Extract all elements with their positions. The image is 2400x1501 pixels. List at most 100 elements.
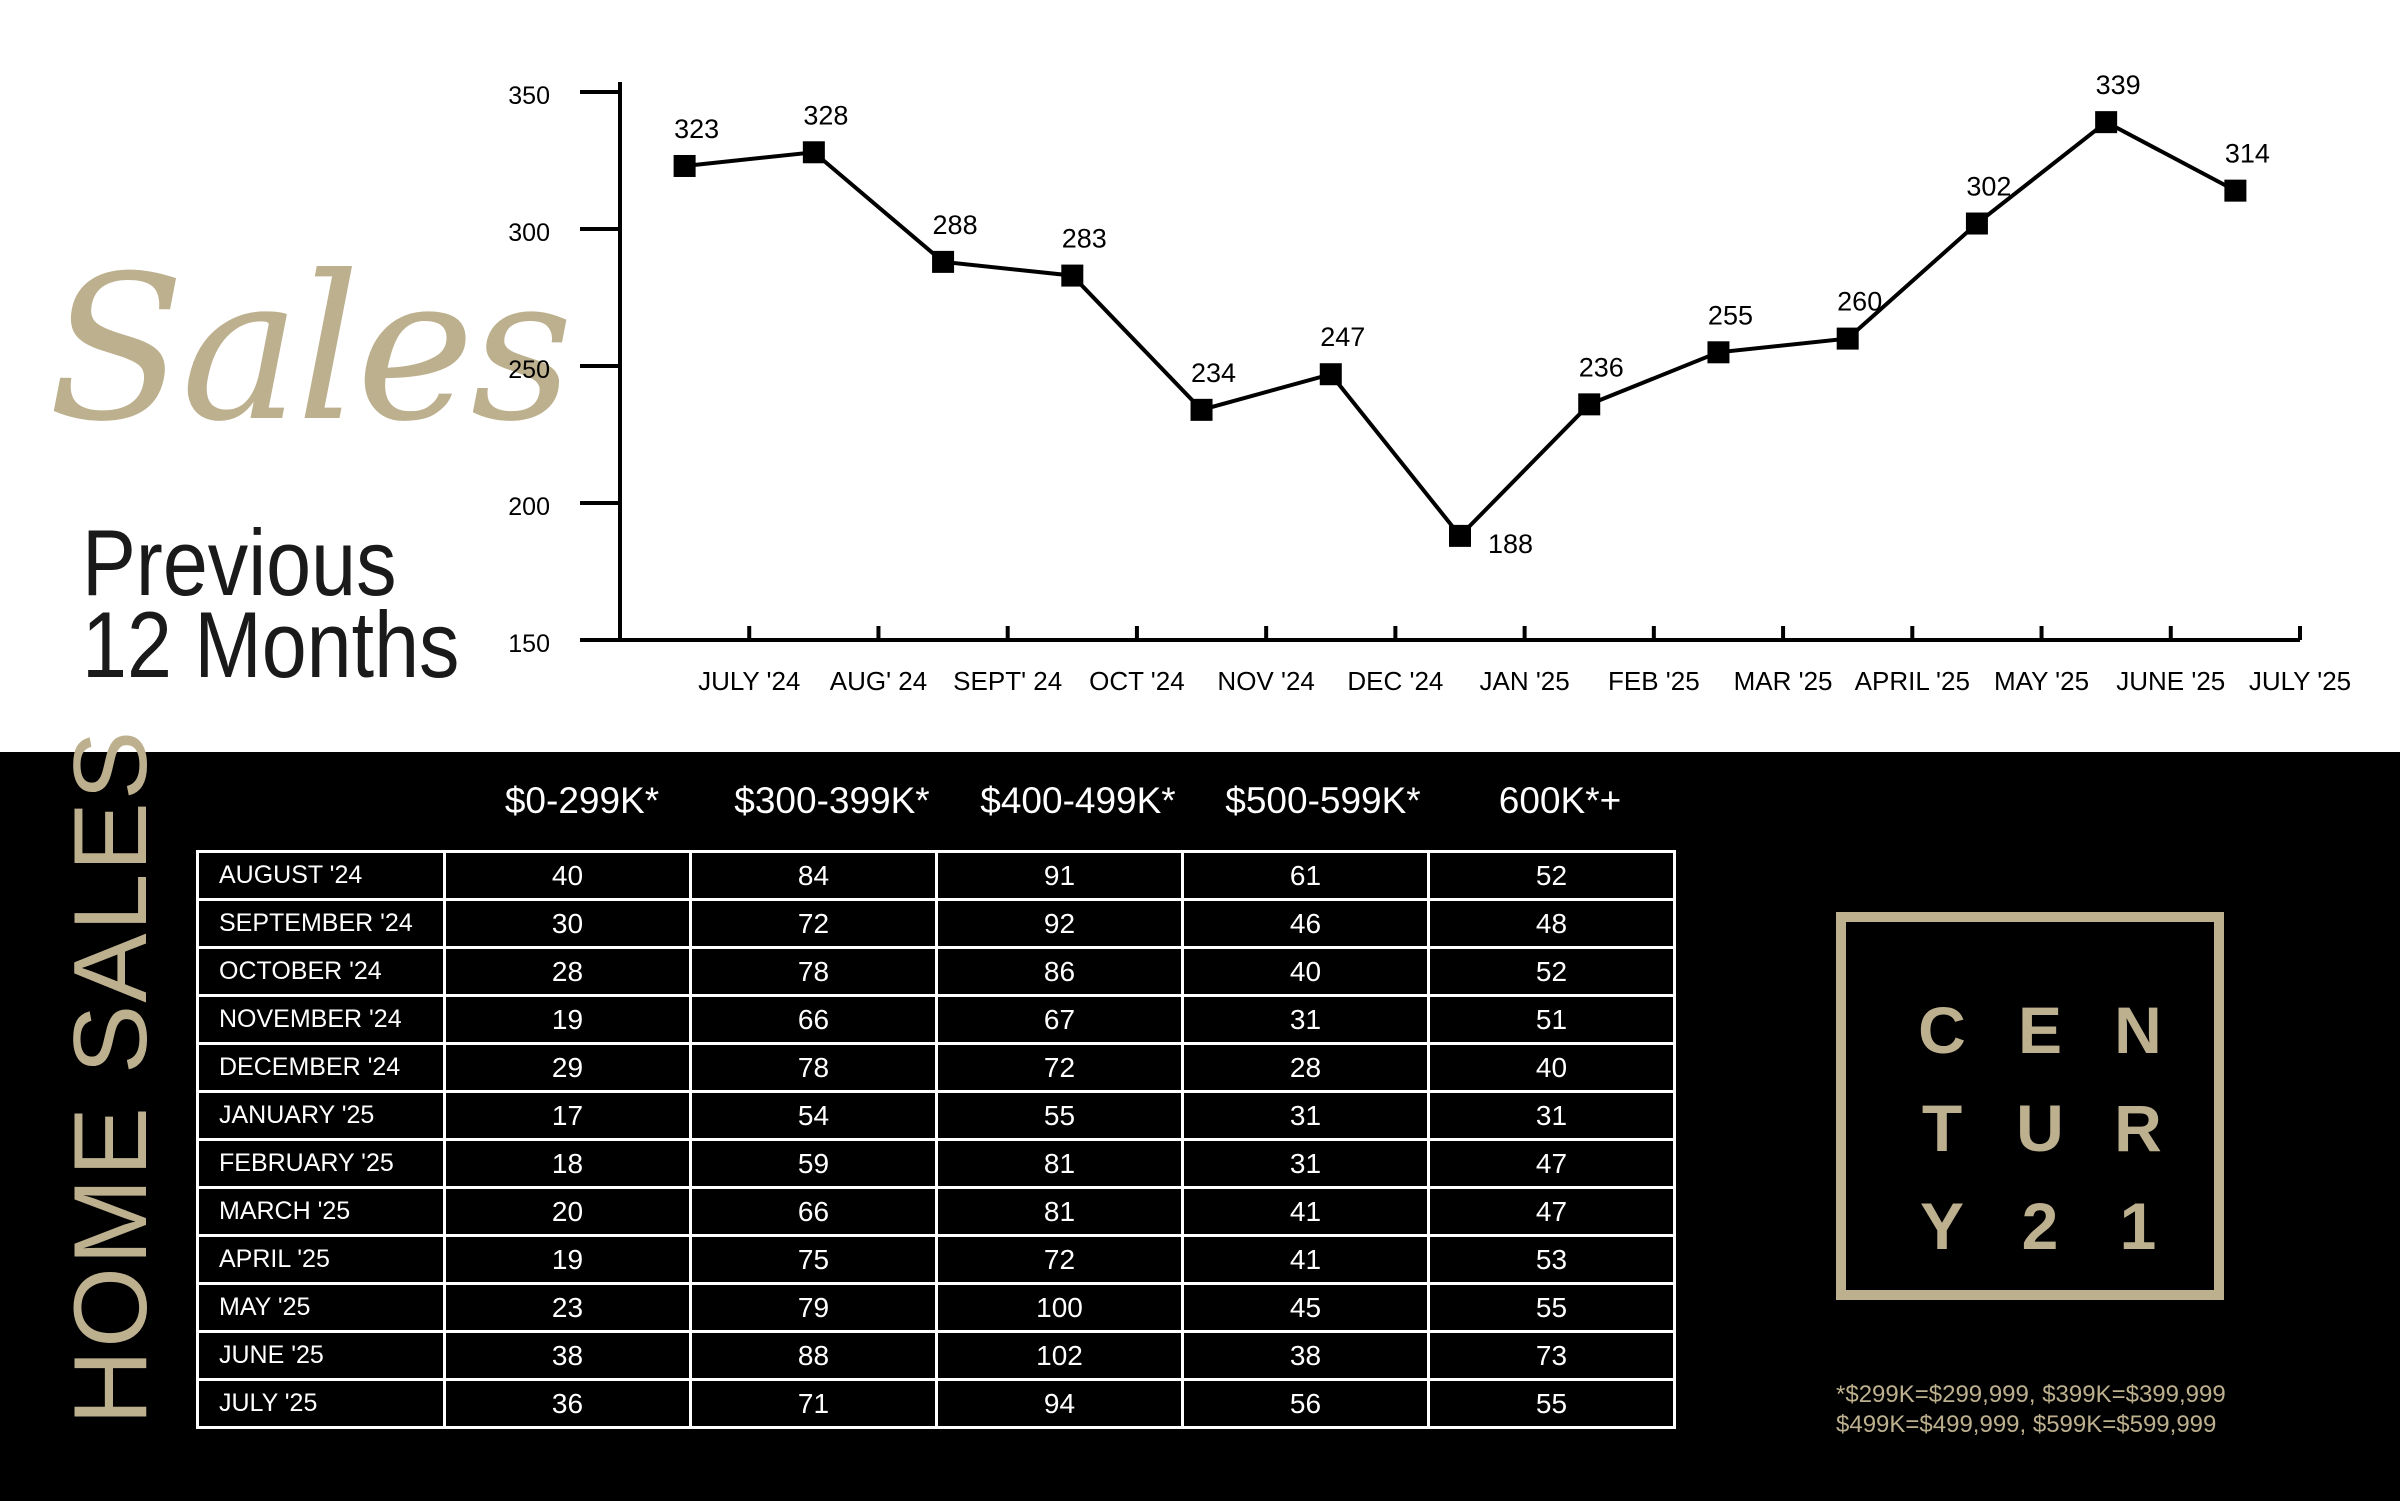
table-row: APRIL '25 19 75 72 41 53: [196, 1234, 1676, 1285]
y-tick-label: 350: [508, 82, 550, 110]
table-row: MARCH '25 20 66 81 41 47: [196, 1186, 1676, 1237]
logo-letter: T: [1921, 1091, 1963, 1165]
data-label: 255: [1708, 300, 1753, 330]
table-cell: 38: [1181, 1330, 1430, 1381]
data-label: 288: [933, 210, 978, 240]
table-cell: 31: [1181, 994, 1430, 1045]
table-row: AUGUST '24 40 84 91 61 52: [196, 850, 1676, 901]
table-cell: 31: [1181, 1090, 1430, 1141]
table-cell: 38: [443, 1330, 692, 1381]
data-label: 339: [2096, 70, 2141, 100]
x-tick-label: MAR '25: [1734, 666, 1833, 696]
table-row: NOVEMBER '24 19 66 67 31 51: [196, 994, 1676, 1045]
table-row: JULY '25 36 71 94 56 55: [196, 1378, 1676, 1429]
table-cell: 53: [1427, 1234, 1676, 1285]
data-label: 236: [1579, 352, 1624, 382]
data-point-marker: [1707, 341, 1730, 364]
logo-letter: R: [2114, 1091, 2162, 1165]
data-point-marker: [2224, 179, 2247, 202]
table-cell: 46: [1181, 898, 1430, 949]
table-cell: 41: [1181, 1186, 1430, 1237]
data-label: 323: [674, 114, 719, 144]
row-month-label: APRIL '25: [196, 1234, 446, 1285]
subtitle-line-1: Previous: [82, 510, 397, 615]
chart-panel: Sales Previous 12 Months 150 200 250 300 350…: [48, 70, 2352, 696]
y-tick-label: 250: [508, 356, 550, 384]
table-cell: 102: [935, 1330, 1184, 1381]
x-tick-label: APRIL '25: [1855, 666, 1970, 696]
logo-letter: Y: [1919, 1189, 1965, 1263]
row-month-label: MAY '25: [196, 1282, 446, 1333]
table-cell: 59: [689, 1138, 938, 1189]
table-cell: 92: [935, 898, 1184, 949]
table-cell: 17: [443, 1090, 692, 1141]
data-point-marker: [1965, 212, 1988, 235]
logo-letter: C: [1918, 993, 1966, 1067]
table-row: JUNE '25 38 88 102 38 73: [196, 1330, 1676, 1381]
x-tick-label: FEB '25: [1608, 666, 1700, 696]
row-month-label: JANUARY '25: [196, 1090, 446, 1141]
row-month-label: AUGUST '24: [196, 850, 446, 901]
x-tick-label: DEC '24: [1347, 666, 1443, 696]
y-tick-label: 200: [508, 493, 550, 521]
table-cell: 31: [1181, 1138, 1430, 1189]
table-cell: 54: [689, 1090, 938, 1141]
data-point-marker: [1836, 327, 1859, 350]
data-label: 328: [803, 100, 848, 130]
row-month-label: MARCH '25: [196, 1186, 446, 1237]
table-cell: 40: [1181, 946, 1430, 997]
table-cell: 29: [443, 1042, 692, 1093]
table-cell: 78: [689, 1042, 938, 1093]
y-tick-label: 300: [508, 219, 550, 247]
sales-script-title: Sales: [48, 233, 573, 466]
table-cell: 52: [1427, 946, 1676, 997]
logo-letter: 1: [2119, 1189, 2157, 1263]
data-point-marker: [802, 141, 825, 164]
table-cell: 72: [935, 1234, 1184, 1285]
table-cell: 19: [443, 994, 692, 1045]
table-cell: 75: [689, 1234, 938, 1285]
table-cell: 40: [443, 850, 692, 901]
table-row: FEBRUARY '25 18 59 81 31 47: [196, 1138, 1676, 1189]
table-row: SEPTEMBER '24 30 72 92 46 48: [196, 898, 1676, 949]
table-cell: 19: [443, 1234, 692, 1285]
table-cell: 30: [443, 898, 692, 949]
table-cell: 48: [1427, 898, 1676, 949]
table-row: JANUARY '25 17 54 55 31 31: [196, 1090, 1676, 1141]
data-point-marker: [1449, 524, 1471, 547]
century21-logo: C E N T U R Y 2 1: [1836, 912, 2224, 1300]
row-month-label: FEBRUARY '25: [196, 1138, 446, 1189]
data-point-marker: [1319, 363, 1342, 386]
table-cell: 20: [443, 1186, 692, 1237]
data-label: 283: [1062, 224, 1107, 254]
data-label: 188: [1488, 529, 1533, 559]
table-cell: 31: [1427, 1090, 1676, 1141]
table-cell: 100: [935, 1282, 1184, 1333]
data-label: 314: [2225, 139, 2270, 169]
data-point-marker: [673, 154, 696, 177]
period-subtitle: Previous 12 Months: [82, 510, 459, 692]
sales-line-chart: 150 200 250 300 350 JULY '24 AUG' 24 SEPT' 24 OC…: [508, 70, 2351, 696]
data-point-marker: [1578, 393, 1601, 416]
row-month-label: DECEMBER '24: [196, 1042, 446, 1093]
row-month-label: JUNE '25: [196, 1330, 446, 1381]
table-cell: 55: [935, 1090, 1184, 1141]
data-label: 247: [1320, 322, 1365, 352]
table-cell: 45: [1181, 1282, 1430, 1333]
table-cell: 18: [443, 1138, 692, 1189]
table-row: MAY '25 23 79 100 45 55: [196, 1282, 1676, 1333]
table-cell: 40: [1427, 1042, 1676, 1093]
table-cell: 28: [1181, 1042, 1430, 1093]
column-header-400-499k: $400-499K*: [980, 780, 1176, 821]
x-tick-label: JULY '25: [2249, 666, 2351, 696]
table-cell: 55: [1427, 1282, 1676, 1333]
data-point-marker: [1190, 398, 1213, 421]
price-footnote: *$299K=$299,999, $399K=$399,999 $499K=$4…: [1836, 1380, 2226, 1440]
column-header-600k-plus: 600K*+: [1498, 780, 1622, 821]
table-row: DECEMBER '24 29 78 72 28 40: [196, 1042, 1676, 1093]
x-tick-label: JAN '25: [1479, 666, 1569, 696]
table-cell: 28: [443, 946, 692, 997]
table-cell: 81: [935, 1186, 1184, 1237]
data-point-marker: [1061, 264, 1084, 287]
logo-letter: U: [2016, 1091, 2064, 1165]
